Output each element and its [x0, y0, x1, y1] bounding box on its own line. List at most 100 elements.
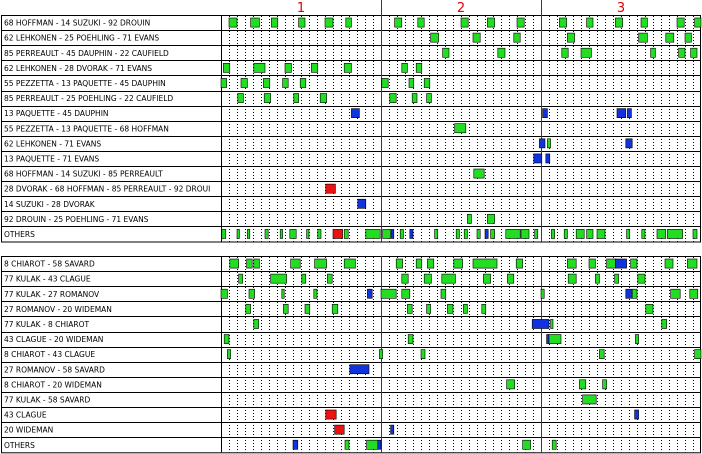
- shift-segment-ev: [220, 288, 228, 299]
- shift-segment-ev: [331, 303, 339, 314]
- shift-segment-ev: [281, 288, 285, 299]
- shift-segment-ev: [366, 439, 379, 450]
- shift-segment-pp: [334, 424, 345, 435]
- shift-segment-ev: [460, 17, 469, 28]
- shift-segment-pk: [625, 288, 633, 299]
- table-row: 13 PAQUETTE - 71 EVANS: [4, 153, 551, 163]
- team-2-block: 8 CHIAROT - 58 SAVARD 77 KULAK - 43 CLAGU…: [1, 256, 702, 454]
- table-row: 85 PERREAULT - 45 DAUPHIN - 22 CAUFIELD: [4, 47, 698, 58]
- shift-segment-ev: [487, 214, 495, 224]
- shift-segment-ev: [516, 17, 525, 28]
- shift-segment-pk: [531, 319, 550, 329]
- shift-segment-ev: [567, 32, 575, 43]
- row-label: 62 LEHKONEN - 25 POEHLING - 71 EVANS: [4, 34, 159, 43]
- table-row: 92 DROUIN - 25 POEHLING - 71 EVANS: [4, 214, 495, 224]
- row-label: OTHERS: [4, 230, 35, 239]
- shift-segment-pk: [615, 258, 627, 269]
- shift-segment-ev: [575, 229, 585, 239]
- row-label: 27 ROMANOV - 58 SAVARD: [4, 365, 105, 374]
- shift-segment-ev: [694, 349, 702, 360]
- shift-segment-ev: [248, 288, 255, 299]
- shift-segment-ev: [415, 258, 423, 269]
- shift-segment-ev: [313, 288, 318, 299]
- row-label: 85 PERREAULT - 45 DAUPHIN - 22 CAUFIELD: [4, 49, 169, 58]
- shift-segment-ev: [240, 78, 248, 88]
- shift-segment-ev: [678, 47, 686, 58]
- row-label: 68 HOFFMAN - 14 SUZUKI - 92 DROUIN: [4, 19, 150, 28]
- shift-segment-ev: [379, 349, 383, 360]
- shift-segment-ev: [540, 288, 545, 299]
- row-label: 77 KULAK - 8 CHIAROT: [4, 320, 89, 329]
- shift-segment-ev: [520, 229, 530, 239]
- table-row: 77 KULAK - 43 CLAGUE: [4, 273, 646, 284]
- shift-segment-ev: [440, 288, 447, 299]
- shift-segment-ev: [472, 258, 498, 269]
- shift-segment-ev: [595, 273, 600, 284]
- shift-segment-ev: [401, 62, 408, 73]
- shift-segment-ev: [399, 229, 404, 239]
- table-row: 55 PEZZETTA - 13 PAQUETTE - 68 HOFFMAN: [4, 123, 467, 133]
- shift-segment-ev: [637, 273, 646, 284]
- shift-segment-ev: [661, 319, 667, 329]
- shift-segment-ev: [692, 229, 698, 239]
- shift-segment-ev: [650, 47, 656, 58]
- shift-segment-ev: [223, 334, 230, 344]
- table-row: 27 ROMANOV - 20 WIDEMAN: [4, 303, 654, 314]
- shift-segment-ev: [381, 78, 389, 88]
- shift-segment-ev: [588, 258, 596, 269]
- table-row: 77 KULAK - 8 CHIAROT: [4, 319, 667, 329]
- table-row: 62 LEHKONEN - 28 DVORAK - 71 EVANS: [4, 62, 423, 73]
- row-label: 55 PEZZETTA - 13 PAQUETTE - 45 DAUPHIN: [4, 79, 166, 88]
- shift-segment-ev: [656, 229, 667, 239]
- shift-segment-ev: [483, 273, 491, 284]
- team-2-grid: [229, 257, 694, 453]
- shift-segment-pk: [484, 229, 489, 239]
- table-row: OTHERS: [4, 439, 557, 450]
- shift-segment-ev: [586, 229, 594, 239]
- shift-segment-pk: [377, 439, 382, 450]
- shift-segment-pk: [539, 138, 546, 149]
- shift-segment-ev: [550, 319, 554, 329]
- shift-segment-ev: [689, 288, 699, 299]
- table-row: 68 HOFFMAN - 14 SUZUKI - 92 DROUIN: [4, 17, 702, 28]
- shift-segment-pk: [367, 288, 373, 299]
- shift-segment-ev: [423, 78, 431, 88]
- shift-segment-ev: [596, 229, 606, 239]
- shift-segment-ev: [665, 32, 675, 43]
- shift-segment-ev: [317, 229, 322, 239]
- shift-segment-ev: [223, 62, 231, 73]
- shift-segment-ev: [586, 17, 594, 28]
- shift-segment-ev: [228, 17, 238, 28]
- shift-segment-ev: [434, 229, 439, 239]
- row-label: 8 CHIAROT - 58 SAVARD: [4, 260, 95, 269]
- shift-segment-ev: [476, 229, 481, 239]
- shift-segment-ev: [253, 319, 259, 329]
- table-row: 8 CHIAROT - 58 SAVARD: [4, 258, 698, 269]
- shift-segment-ev: [264, 229, 269, 239]
- shift-segment-ev: [487, 17, 495, 28]
- row-label: OTHERS: [4, 441, 35, 450]
- shift-segment-ev: [253, 258, 260, 269]
- period-label-2: 2: [457, 1, 465, 16]
- shift-segment-ev: [299, 78, 307, 88]
- table-row: 43 CLAGUE - 20 WIDEMAN: [4, 334, 639, 344]
- shift-segment-ev: [442, 47, 450, 58]
- shift-segment-pk: [627, 108, 632, 118]
- shift-segment-ev: [561, 47, 569, 58]
- team-1-block: 68 HOFFMAN - 14 SUZUKI - 92 DROUIN 62 LEH…: [1, 0, 702, 243]
- shift-segment-ev: [423, 273, 432, 284]
- shift-segment-ev: [395, 258, 403, 269]
- shift-segment-ev: [246, 258, 253, 269]
- row-label: 68 HOFFMAN - 14 SUZUKI - 85 PERREAULT: [4, 170, 163, 179]
- row-label: 77 KULAK - 27 ROMANOV: [4, 290, 100, 299]
- shift-segment-ev: [401, 288, 411, 299]
- shift-segment-ev: [417, 17, 425, 28]
- shift-segment-ev: [626, 229, 631, 239]
- shift-segment-ev: [463, 229, 468, 239]
- shift-segment-ev: [505, 229, 521, 239]
- shift-segment-pk: [391, 229, 395, 239]
- shift-segment-ev: [298, 17, 306, 28]
- shift-segment-ev: [304, 303, 311, 314]
- shift-segment-ev: [289, 229, 297, 239]
